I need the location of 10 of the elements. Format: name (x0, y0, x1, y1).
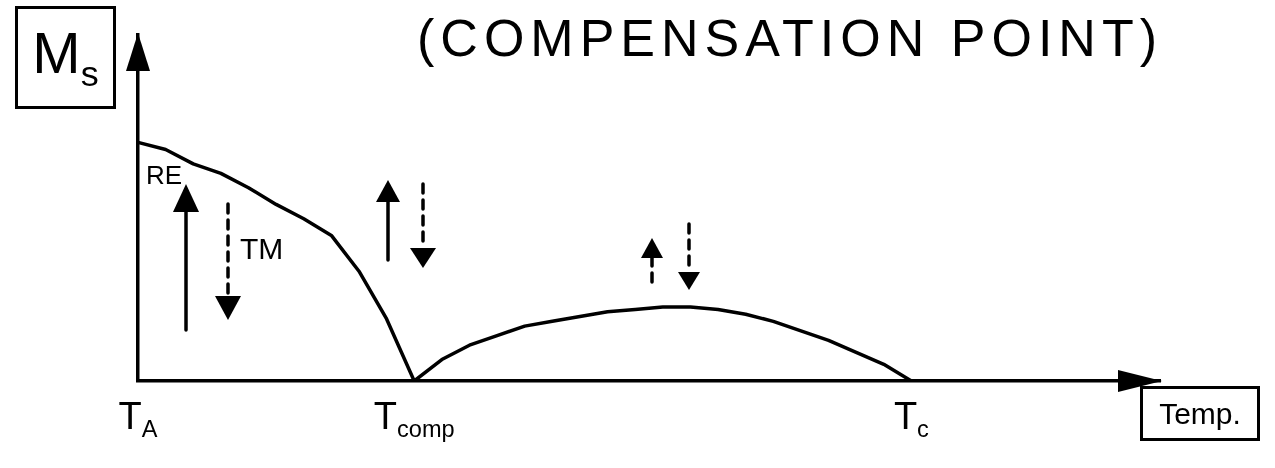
x-axis-title: Temp. (1159, 396, 1241, 430)
y-axis-title: M$_{s}$ (32, 19, 99, 94)
x-tick-label: T$_{c}$ (893, 395, 929, 443)
x-tick-label: T$_{A}$ (118, 395, 158, 443)
chart-title: (COMPENSATION POINT) (417, 9, 1163, 67)
annotation: RE (146, 160, 183, 190)
label-frame: Temp. (1140, 386, 1260, 441)
label-frame: M$_{s}$ (15, 6, 116, 109)
annotation: TM (240, 232, 284, 265)
x-tick-label: T$_{comp}$ (373, 395, 455, 443)
